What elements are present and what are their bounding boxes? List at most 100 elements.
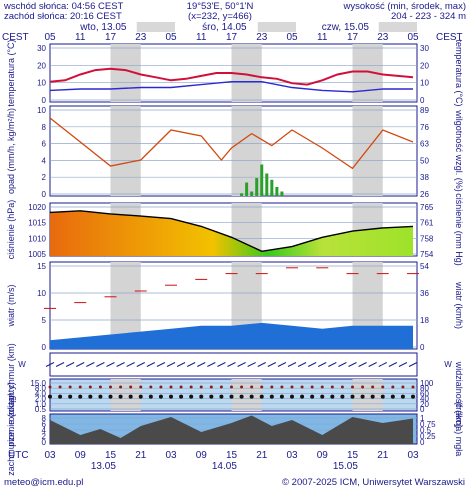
night-band <box>352 379 383 411</box>
cloud-base-dot <box>320 394 325 399</box>
cloud-top-dot <box>280 385 284 389</box>
top-hour-label: 05 <box>165 32 177 43</box>
cloud-top-dot <box>129 385 133 389</box>
pressure-line <box>49 210 414 253</box>
pressure-right-tick: 765 <box>420 203 434 212</box>
top-hour-label: 23 <box>256 32 268 43</box>
cloud-base-dot <box>269 394 274 399</box>
precip-tick: 6 <box>42 140 47 149</box>
wind-arrow <box>136 362 145 367</box>
cloud-base-dot <box>370 394 375 399</box>
pressure-left-label: ciśnienie (hPa) <box>6 200 16 260</box>
cloud-top-dot <box>68 385 72 389</box>
wind-arrow <box>207 362 216 367</box>
wind-arrow <box>378 362 387 367</box>
wind-arrow <box>45 362 55 367</box>
cloud-top-dot <box>260 385 264 389</box>
cloud-base-dot <box>108 394 113 399</box>
cloud-base-dot <box>179 394 184 399</box>
cloud-base-dot <box>350 394 355 399</box>
bottom-hour-label: 09 <box>317 450 329 461</box>
bottom-hour-label: 21 <box>377 450 389 461</box>
cloud-base-dot <box>58 394 63 399</box>
cloud-base-right-tick: 80 <box>420 384 429 393</box>
precip-right-tick: 26 <box>420 190 429 199</box>
day-label: wto, 13.05 <box>79 22 127 33</box>
sunset-text: zachód słońca: 20:16 CEST <box>4 11 122 22</box>
precip-bar <box>250 191 254 196</box>
timezone-bottom: UTC <box>8 450 29 461</box>
cloud-cover-left-label: zachmurzenie (oktanty) <box>6 382 16 476</box>
cloud-base-right-tick: 60 <box>420 389 429 398</box>
wind-tick: 0 <box>42 343 47 352</box>
wind-arrow <box>297 362 307 367</box>
precip-bar <box>280 191 284 196</box>
top-hour-label: 05 <box>407 32 419 43</box>
cloud-top-dot <box>169 385 173 389</box>
cloud-base-dot <box>128 394 133 399</box>
cloud-cover-tick: 4 <box>42 426 47 435</box>
cloud-base-dot <box>239 394 244 399</box>
elevation-values: 204 - 223 - 324 m <box>391 11 466 22</box>
temperature-right-tick: 0 <box>420 96 425 105</box>
wind-left-label: wiatr (m/s) <box>6 285 16 328</box>
cloud-top-dot <box>159 385 163 389</box>
cloud-base-tick: 2.0 <box>35 395 47 404</box>
top-hour-label: 11 <box>196 32 207 43</box>
cloud-base-dot <box>118 394 123 399</box>
top-hour-label: 05 <box>44 32 56 43</box>
cloud-top-dot <box>290 385 294 389</box>
top-hour-label: 17 <box>105 32 117 43</box>
wind-right-label: wiatr (km/h) <box>454 281 464 329</box>
sunrise-text: wschód słońca: 04:56 CEST <box>4 1 124 12</box>
wind-area <box>50 322 413 349</box>
precip-right-tick: 89 <box>420 106 429 115</box>
cloud-base-dot <box>189 394 194 399</box>
precip-left-label: opad (mm/h, kg/m²/h) <box>6 108 16 194</box>
cloud-cover-right-tick: 1 <box>420 414 425 423</box>
precip-right-tick: 50 <box>420 156 429 165</box>
wind-dir-left-label: W <box>18 360 26 369</box>
wind-arrow <box>277 362 287 367</box>
cloud-top-dot <box>401 385 405 389</box>
cloud-cover-right-tick: 0 <box>420 438 425 447</box>
wind-arrow <box>338 362 347 367</box>
night-band-top <box>378 22 417 32</box>
precip-bar <box>275 187 279 196</box>
top-hour-label: 17 <box>226 32 238 43</box>
wind-right-tick: 0 <box>420 343 425 352</box>
precip-right-tick: 38 <box>420 173 429 182</box>
cloud-top-dot <box>58 385 62 389</box>
temperature-right-tick: 20 <box>420 61 429 70</box>
timezone-left: CEST <box>2 32 29 43</box>
cloud-base-right-label: widzialność (km) <box>454 361 464 429</box>
bottom-hour-label: 15 <box>347 450 359 461</box>
night-band <box>231 379 262 411</box>
cloud-top-dot <box>371 385 375 389</box>
bottom-hour-label: 03 <box>286 450 298 461</box>
precip-bar <box>240 193 244 196</box>
cloud-base-right-tick: 100 <box>420 379 434 388</box>
precip-tick: 2 <box>42 173 47 182</box>
cloud-cover-right-tick: 0.5 <box>420 426 432 435</box>
cloud-top-dot <box>230 385 233 389</box>
precip-tick: 10 <box>37 106 46 115</box>
cloud-base-dot <box>249 394 254 399</box>
bottom-day-label: 14.05 <box>212 461 237 472</box>
wind-right-tick: 36 <box>420 289 429 298</box>
cloud-base-dot <box>88 394 93 399</box>
bottom-hour-label: 21 <box>135 450 147 461</box>
wind-arrow <box>96 362 105 367</box>
bottom-hour-label: 03 <box>407 450 419 461</box>
cloud-base-right-tick: 40 <box>420 395 429 404</box>
cloud-base-tick: 8.0 <box>35 384 47 393</box>
wind-dir-right-label: W <box>444 360 452 369</box>
cloud-top-dot <box>320 385 324 389</box>
temperature-right-tick: 10 <box>420 79 429 88</box>
precip-tick: 4 <box>42 156 47 165</box>
cloud-base-left-label: pion. rozciągł. chmur (km) <box>6 343 16 447</box>
cloud-cover-tick: 0 <box>42 438 47 447</box>
precip-bar <box>270 179 274 196</box>
day-label: czw, 15.05 <box>322 22 370 33</box>
